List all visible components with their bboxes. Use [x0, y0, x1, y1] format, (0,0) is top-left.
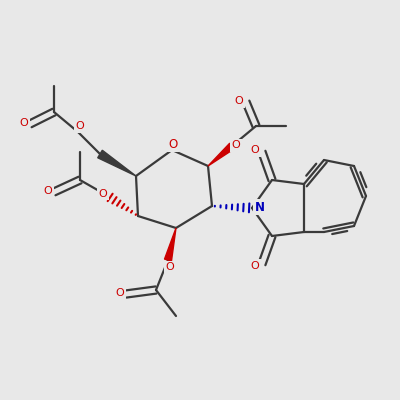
Text: O: O — [250, 261, 259, 270]
Polygon shape — [208, 143, 234, 166]
Polygon shape — [98, 150, 136, 176]
Text: O: O — [168, 138, 178, 150]
Text: O: O — [116, 288, 124, 298]
Text: O: O — [166, 262, 174, 272]
Text: N: N — [255, 201, 265, 214]
Text: O: O — [75, 121, 84, 131]
Text: O: O — [44, 186, 52, 196]
Text: O: O — [20, 118, 28, 128]
Text: O: O — [234, 96, 243, 106]
Polygon shape — [164, 228, 176, 261]
Text: O: O — [98, 189, 107, 199]
Text: O: O — [250, 145, 259, 155]
Text: O: O — [232, 140, 240, 150]
